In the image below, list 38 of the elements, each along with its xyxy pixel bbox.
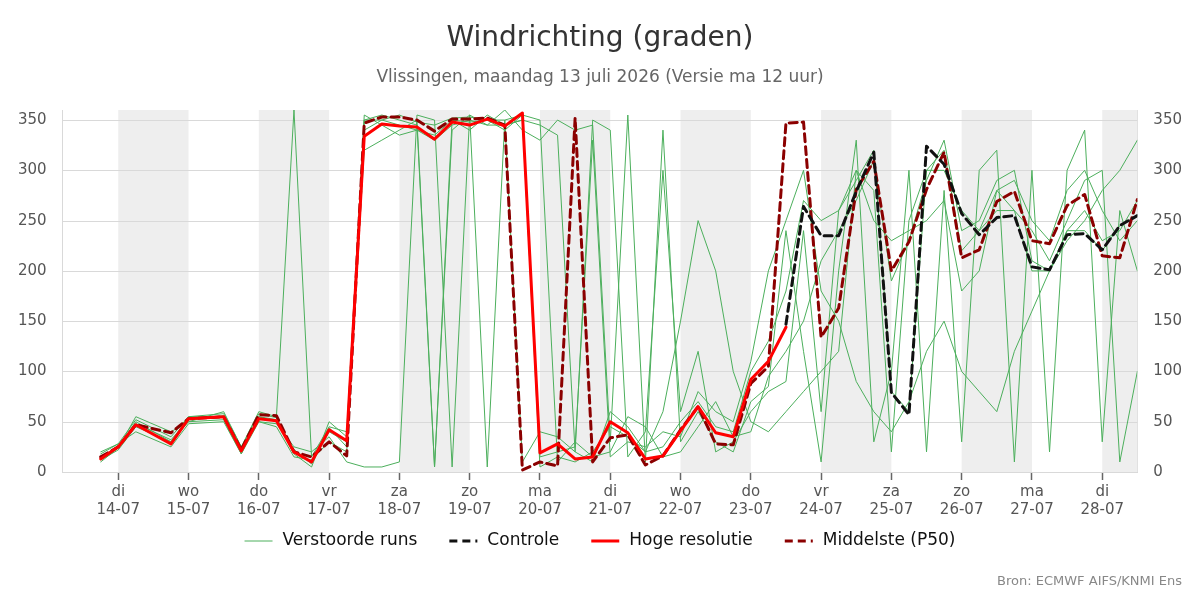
y2-tick-label: 300 [1153, 160, 1183, 179]
y-tick-label: 250 [17, 210, 47, 229]
x-tick-label: ma 27-07 [1010, 481, 1054, 518]
chart-title: Windrichting (graden) [446, 20, 754, 54]
x-tick-label: do 16-07 [237, 481, 281, 518]
y-tick-label: 50 [27, 411, 47, 430]
x-tick-label: zo 26-07 [939, 481, 984, 518]
y-tick-label: 350 [17, 109, 47, 128]
y2-tick-label: 350 [1153, 109, 1183, 128]
y-tick-label: 150 [17, 311, 47, 330]
x-tick-label: di 14-07 [96, 481, 141, 518]
legend-label: Hoge resolutie [629, 529, 753, 550]
text: Bron: ECMWF AIFS/KNMI Ens [997, 573, 1183, 588]
x-tick-label: di 21-07 [588, 481, 633, 518]
legend-label: Controle [487, 529, 560, 550]
legend-label: Verstoorde runs [282, 529, 418, 550]
x-tick-label: di 28-07 [1080, 481, 1125, 518]
x-tick-label: wo 15-07 [166, 481, 211, 518]
chart-subtitle: Vlissingen, maandag 13 juli 2026 (Versie ma 12 uur) [376, 66, 824, 87]
y2-tick-label: 150 [1153, 311, 1183, 330]
x-tick-label: do 23-07 [729, 481, 773, 518]
y-tick-label: 100 [17, 361, 47, 380]
y2-tick-label: 100 [1153, 361, 1183, 380]
y2-tick-label: 250 [1153, 210, 1183, 229]
x-tick-label: za 25-07 [869, 481, 914, 518]
y2-tick-label: 50 [1153, 411, 1173, 430]
x-tick-label: vr 24-07 [799, 481, 843, 518]
x-tick-label: ma 20-07 [518, 481, 562, 518]
y2-tick-label: 0 [1153, 461, 1163, 480]
x-tick-label: zo 19-07 [447, 481, 492, 518]
y-tick-label: 0 [37, 461, 47, 480]
y-tick-label: 200 [17, 260, 47, 279]
y2-tick-label: 200 [1153, 260, 1183, 279]
legend-label: Middelste (P50) [822, 529, 956, 550]
x-tick-label: za 18-07 [377, 481, 422, 518]
y-tick-label: 300 [17, 160, 47, 179]
x-tick-label: vr 17-07 [307, 481, 351, 518]
x-tick-label: wo 22-07 [658, 481, 703, 518]
